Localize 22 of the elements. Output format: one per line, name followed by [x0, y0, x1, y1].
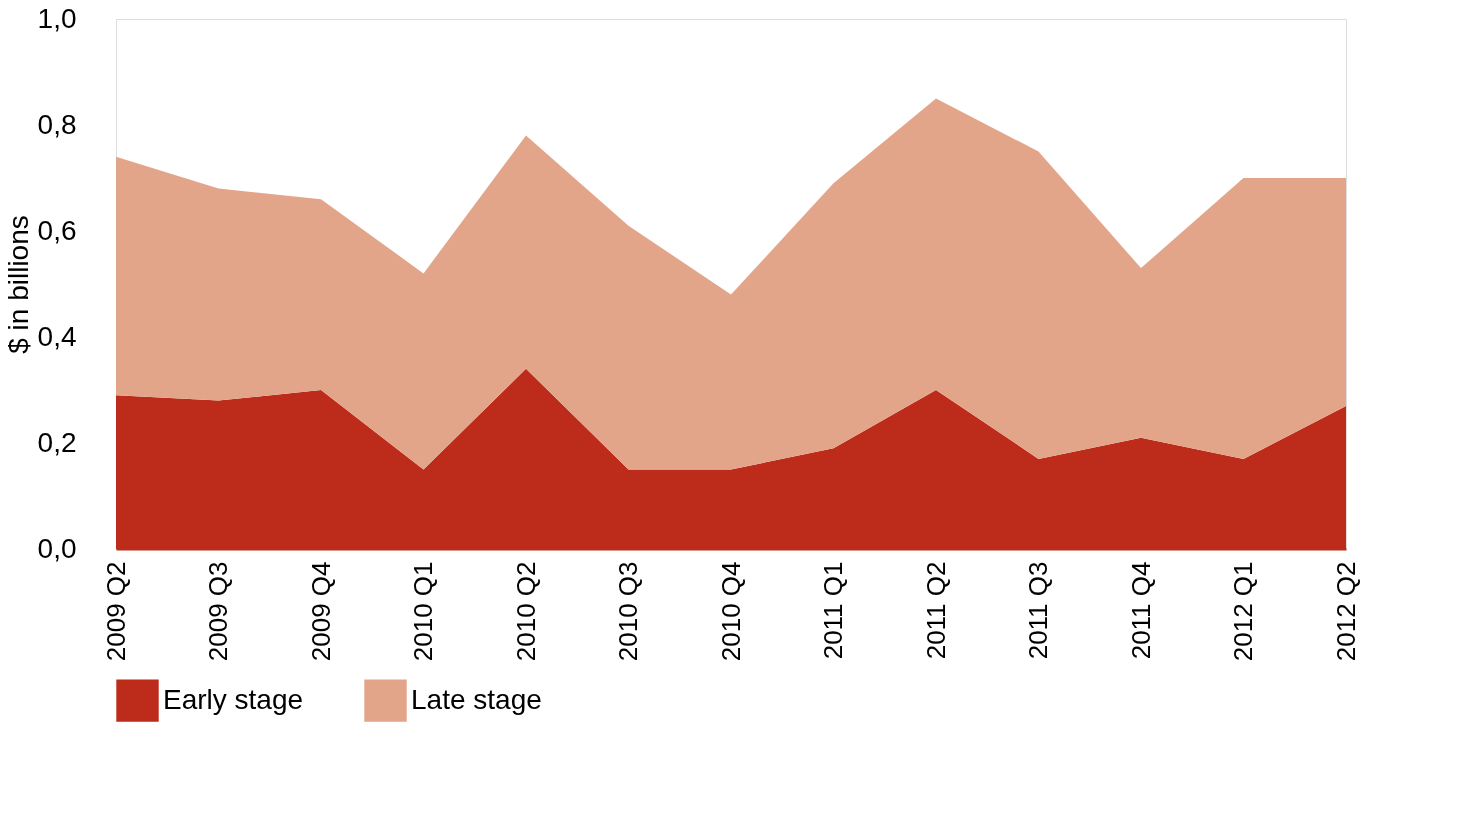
legend-label: Late stage [411, 683, 542, 715]
y-tick-label: 0,4 [37, 320, 77, 352]
x-tick-label: 2009 Q2 [100, 561, 131, 662]
y-axis-title: $ in billions [2, 215, 34, 354]
legend-label: Early stage [163, 683, 304, 715]
x-tick-label: 2012 Q2 [1330, 561, 1361, 662]
x-tick-label: 2010 Q2 [510, 561, 541, 662]
x-tick-label: 2009 Q4 [305, 561, 336, 662]
y-tick-label: 0,0 [37, 532, 77, 564]
y-tick-label: 1,0 [37, 2, 77, 34]
x-tick-label: 2011 Q4 [1125, 561, 1156, 660]
x-tick-label: 2010 Q1 [408, 561, 438, 662]
y-tick-label: 0,6 [37, 214, 77, 246]
y-tick-label: 0,2 [37, 426, 77, 458]
x-tick-label: 2012 Q1 [1228, 561, 1258, 662]
x-tick-label: 2010 Q3 [613, 561, 643, 662]
x-tick-label: 2010 Q4 [715, 561, 746, 662]
x-tick-label: 2011 Q3 [1023, 561, 1053, 660]
x-tick-label: 2011 Q1 [818, 561, 848, 660]
x-tick-label: 2011 Q2 [920, 561, 951, 660]
y-tick-label: 0,8 [37, 108, 77, 140]
x-tick-label: 2009 Q3 [203, 561, 233, 662]
